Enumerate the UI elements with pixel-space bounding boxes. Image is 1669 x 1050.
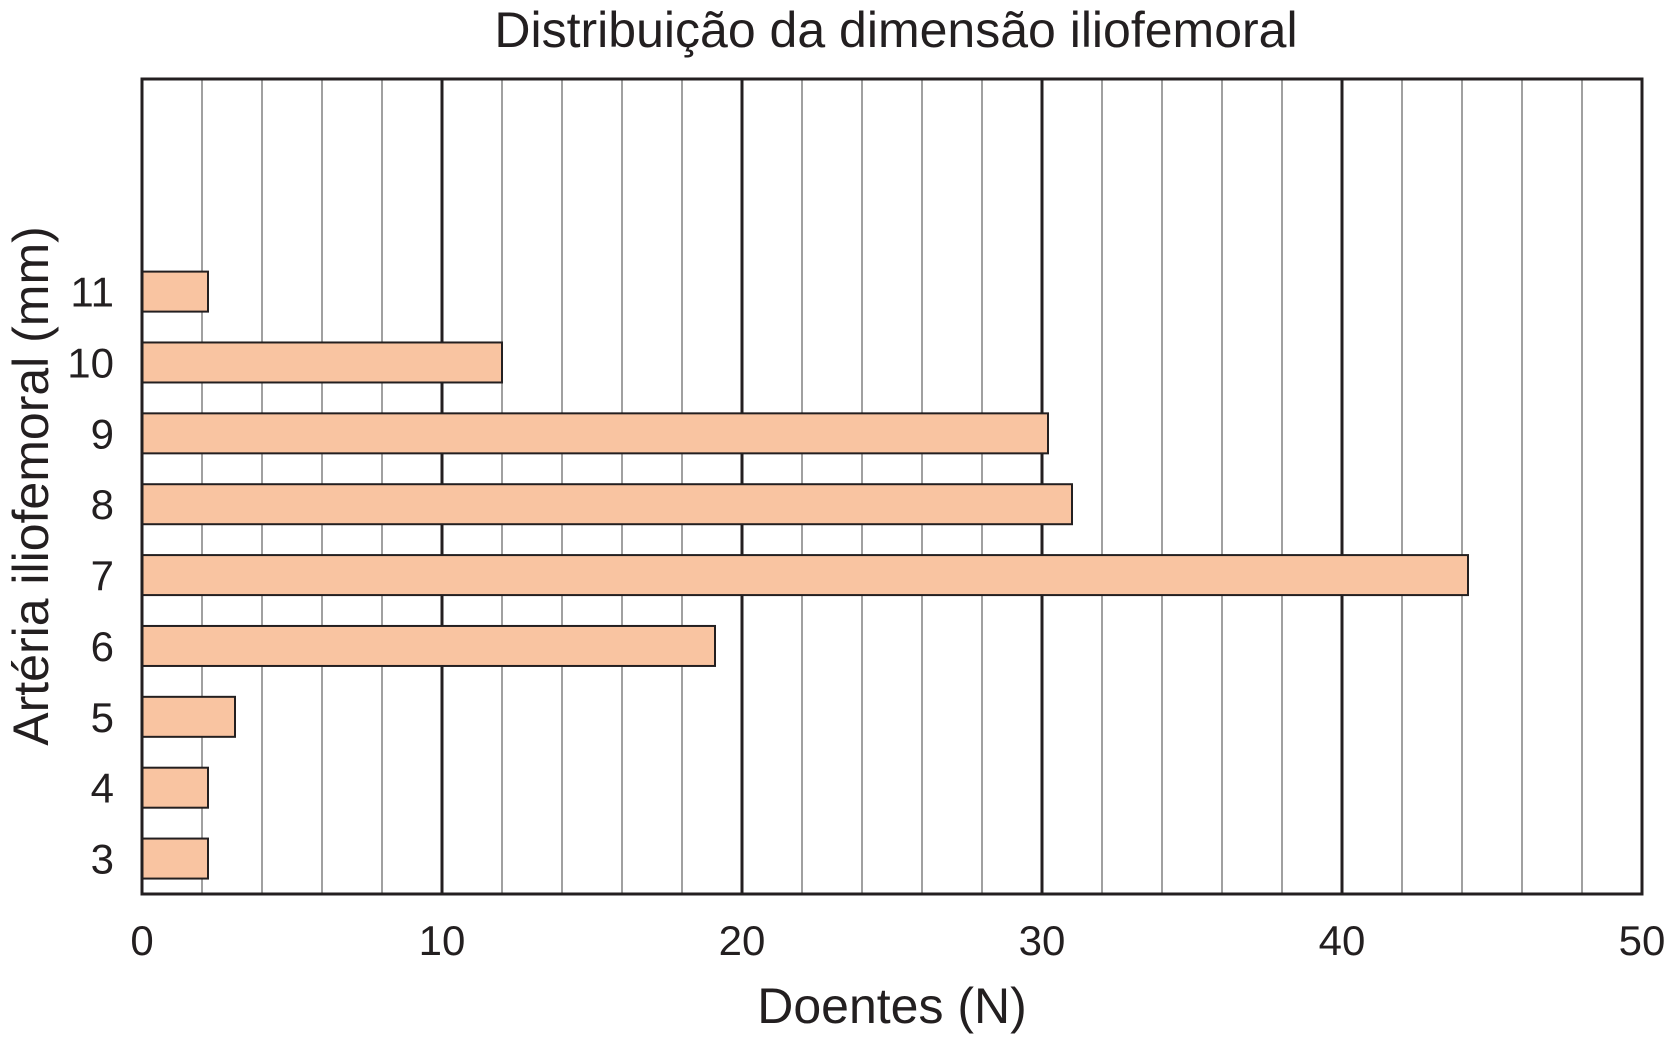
x-tick-label: 0 <box>130 917 153 964</box>
x-tick-labels: 0 10 20 30 40 50 <box>130 917 1665 964</box>
bar-3mm <box>141 837 209 880</box>
bar-9mm <box>141 412 1049 455</box>
plot-frame <box>140 77 1644 896</box>
x-tick-label: 50 <box>1619 917 1666 964</box>
y-tick-label: 11 <box>70 269 114 316</box>
y-tick-label: 8 <box>91 481 114 528</box>
bar-10mm <box>141 341 503 384</box>
y-tick-labels: 3 4 5 6 7 8 9 10 11 <box>67 269 114 883</box>
chart-title: Distribuição da dimensão iliofemoral <box>494 2 1297 58</box>
y-tick-label: 4 <box>91 765 114 812</box>
y-tick-label: 9 <box>91 410 114 457</box>
y-tick-label: 7 <box>91 552 114 599</box>
bar-5mm <box>141 695 236 738</box>
y-tick-label: 6 <box>91 623 114 670</box>
bar-6mm <box>141 624 716 667</box>
x-tick-label: 40 <box>1319 917 1366 964</box>
bar-8mm <box>141 483 1073 526</box>
y-tick-label: 5 <box>91 694 114 741</box>
y-axis-label: Artéria iliofemoral (mm) <box>3 226 59 746</box>
bars <box>141 270 1469 880</box>
y-tick-label: 10 <box>67 339 114 386</box>
x-tick-label: 20 <box>719 917 766 964</box>
x-tick-label: 30 <box>1019 917 1066 964</box>
bar-4mm <box>141 766 209 809</box>
x-axis-label: Doentes (N) <box>757 978 1027 1034</box>
bar-7mm <box>141 554 1469 597</box>
y-tick-label: 3 <box>91 836 114 883</box>
bar-11mm <box>141 270 209 313</box>
x-tick-label: 10 <box>419 917 466 964</box>
